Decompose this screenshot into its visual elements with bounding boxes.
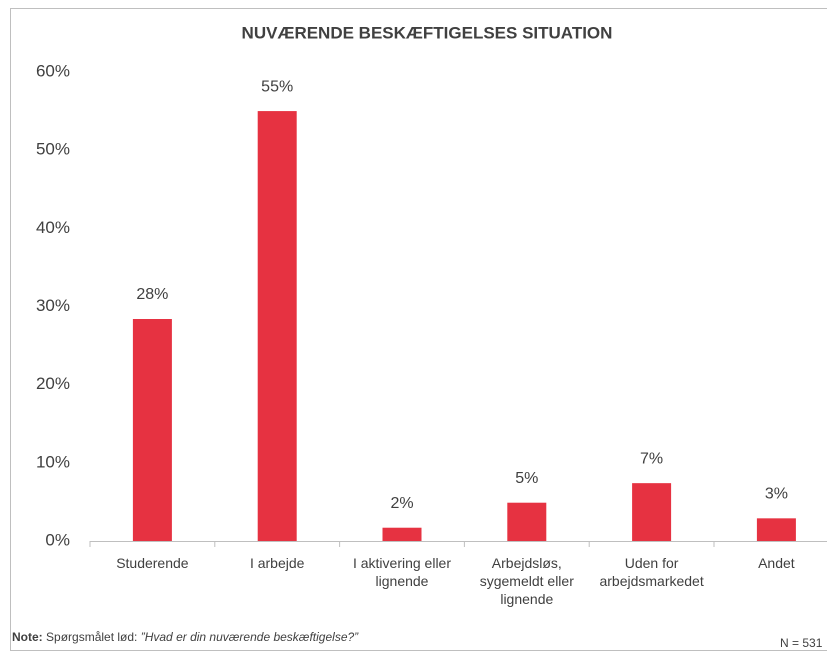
note: Note: Spørgsmålet lød: ”Hvad er din nuvæ… xyxy=(12,630,358,644)
bar xyxy=(257,111,297,541)
x-tick-label: I arbejde xyxy=(249,555,305,571)
data-label: 3% xyxy=(765,486,788,503)
y-tick-label: 20% xyxy=(36,374,70,393)
bar xyxy=(382,527,422,541)
bar xyxy=(507,502,547,541)
y-tick-label: 30% xyxy=(36,296,70,315)
y-tick-label: 10% xyxy=(36,452,70,471)
data-label: 5% xyxy=(515,470,538,487)
data-label: 2% xyxy=(390,495,413,512)
note-quote: ”Hvad er din nuværende beskæftigelse?” xyxy=(140,630,359,644)
y-tick-label: 40% xyxy=(36,218,70,237)
note-text: Spørgsmålet lød: xyxy=(46,630,138,644)
chart-title: NUVÆRENDE BESKÆFTIGELSES SITUATION xyxy=(242,23,613,42)
x-tick-label: Uden for arbejdsmarkedet xyxy=(599,555,704,589)
data-label: 7% xyxy=(640,450,663,467)
bar xyxy=(632,483,672,541)
y-tick-label: 0% xyxy=(45,530,70,549)
y-tick-label: 60% xyxy=(36,61,70,80)
data-label: 28% xyxy=(136,286,168,303)
data-label: 55% xyxy=(261,78,293,95)
x-tick-label: I aktivering eller lignende xyxy=(352,555,452,589)
sample-size: N = 531 xyxy=(780,636,823,650)
bar xyxy=(756,518,796,541)
frame xyxy=(10,8,827,651)
y-tick-label: 50% xyxy=(36,140,70,159)
bar xyxy=(132,319,172,541)
x-tick-label: Arbejdsløs, sygemeldt eller lignende xyxy=(479,555,574,607)
x-tick-label: Studerende xyxy=(116,555,189,571)
note-label: Note: xyxy=(12,630,43,644)
x-tick-label: Andet xyxy=(758,555,795,571)
